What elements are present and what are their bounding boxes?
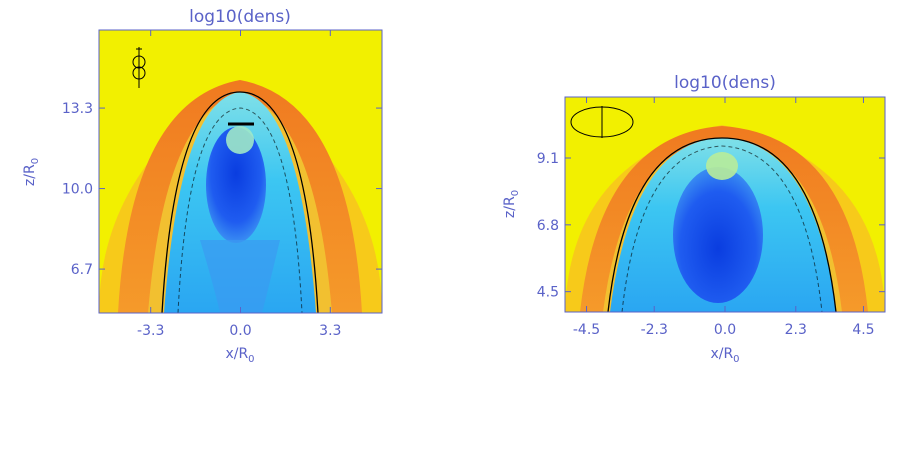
right-inset-glyph [570,106,634,138]
left-core [226,126,254,154]
right-cavity [673,167,763,303]
left-wake [200,240,280,313]
right-panel-title: log10(dens) [674,73,776,93]
left-xtick-label: 3.3 [319,323,341,339]
right-contour [607,137,837,312]
left-xlabel: x/R0 [225,346,254,365]
left-heatmap [99,30,382,313]
left-panel-title: log10(dens) [189,7,291,27]
left-panel: log10(dens) [22,7,383,365]
left-cavity [206,127,266,243]
right-xtick-label: 2.3 [785,322,807,338]
right-xtick-label: 4.5 [852,322,874,338]
right-heatmap [565,97,885,312]
left-inset-glyph [132,47,146,88]
left-contour [161,91,319,313]
right-core [706,152,738,180]
right-ticks: -4.5 -2.3 0.0 2.3 4.5 4.5 6.8 9.1 [537,97,885,338]
left-dashed-contour [177,107,303,313]
right-xtick-label: 0.0 [714,322,736,338]
right-ylabel: z/R0 [502,190,521,218]
right-dashed-contour [621,145,823,312]
right-panel: log10(dens) -4.5 -2.3 0.0 2.3 4.5 4.5 6.8 9.1 x… [502,73,886,365]
left-xtick-label: 0.0 [229,323,251,339]
right-xtick-label: -2.3 [641,322,668,338]
left-ytick-label: 10.0 [62,182,93,198]
right-xtick-label: -4.5 [573,322,600,338]
left-ticks: -3.3 0.0 3.3 6.7 10.0 13.3 [62,30,382,339]
left-ytick-label: 6.7 [71,262,93,278]
left-xtick-label: -3.3 [137,323,164,339]
left-ytick-label: 13.3 [62,101,93,117]
left-ylabel: z/R0 [22,158,41,186]
right-ytick-label: 9.1 [537,151,559,167]
right-ytick-label: 6.8 [537,218,559,234]
right-ytick-label: 4.5 [537,285,559,301]
right-xlabel: x/R0 [710,346,739,365]
